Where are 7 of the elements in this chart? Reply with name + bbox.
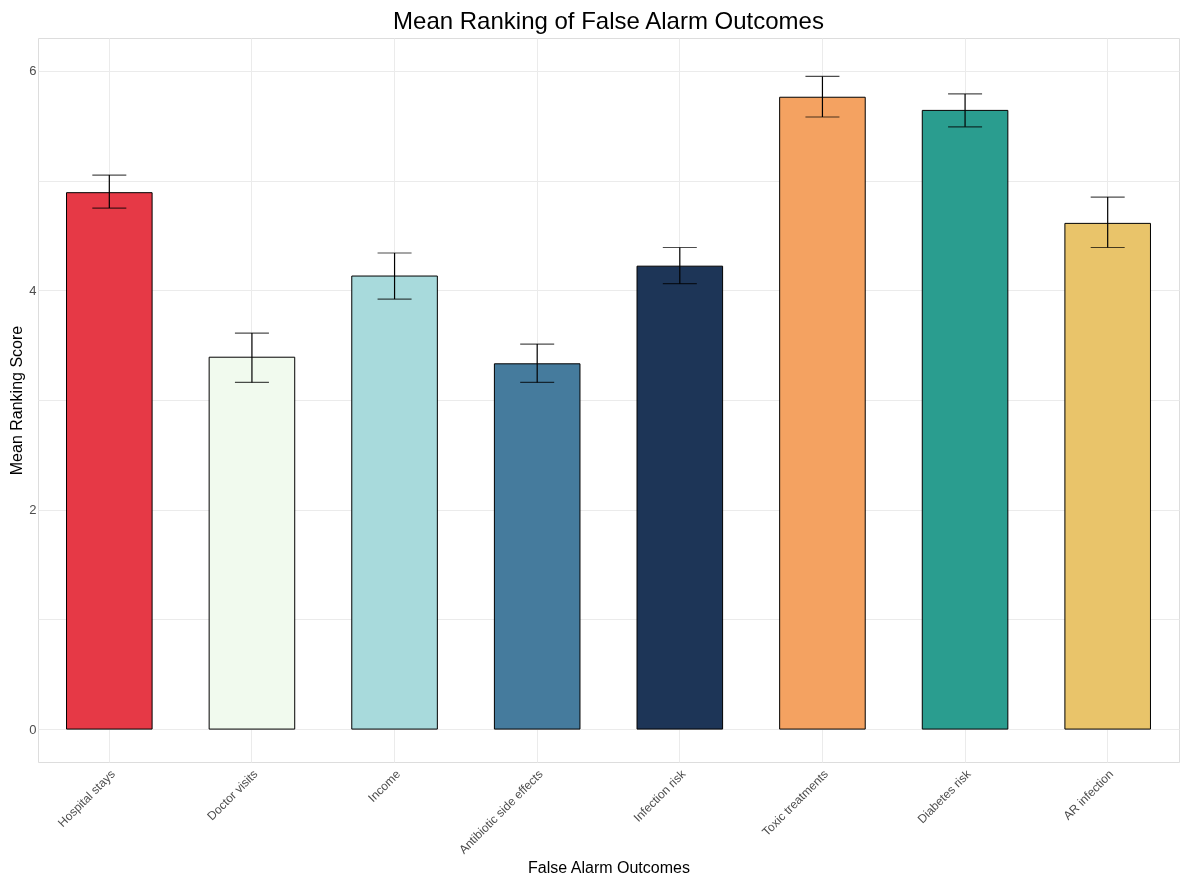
x-axis-title: False Alarm Outcomes: [528, 858, 690, 876]
chart-title: Mean Ranking of False Alarm Outcomes: [393, 7, 824, 34]
y-tick-label: 6: [29, 63, 37, 79]
y-axis-title: Mean Ranking Score: [8, 325, 26, 476]
y-tick-label: 4: [29, 282, 37, 298]
y-tick-label: 0: [29, 721, 37, 737]
y-tick-label: 2: [29, 502, 37, 518]
